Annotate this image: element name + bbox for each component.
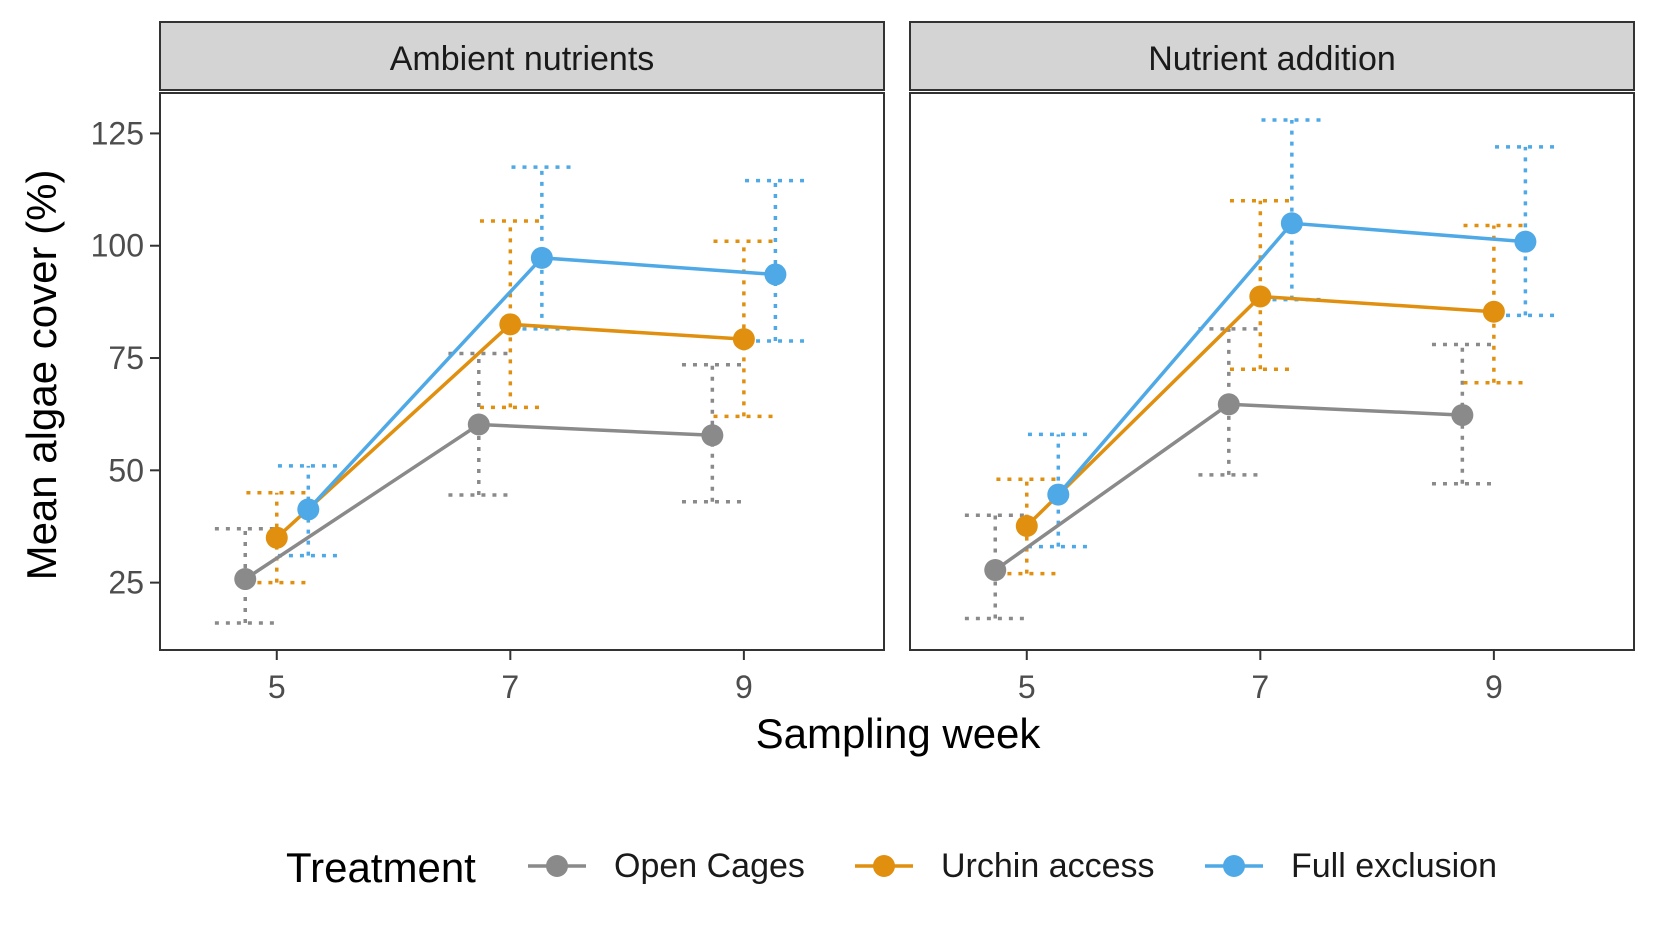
data-point (1451, 404, 1474, 427)
legend-entry-open-cages: Open Cages (528, 847, 805, 885)
x-tick-label: 7 (501, 669, 519, 705)
legend-label: Full exclusion (1291, 847, 1497, 885)
data-point (297, 498, 320, 521)
panel-border (909, 92, 1635, 651)
x-tick-label: 5 (1018, 669, 1036, 705)
x-axis-title: Sampling week (756, 710, 1042, 757)
error-bar (448, 351, 510, 497)
legend-label: Open Cages (614, 847, 805, 885)
legend-label: Urchin access (941, 847, 1155, 885)
legend: Treatment Open Cages Urchin access Full ex… (286, 844, 1497, 891)
legend-key-point (873, 855, 895, 877)
data-point (984, 559, 1007, 582)
y-axis-title: Mean algae cover (%) (18, 170, 65, 581)
legend-key-point (1223, 855, 1245, 877)
data-point (1514, 230, 1537, 253)
x-tick-label: 9 (1485, 669, 1503, 705)
data-point (732, 328, 755, 351)
panel-2: Nutrient addition 5 7 9 (909, 21, 1635, 705)
data-point (530, 246, 553, 269)
error-bar (479, 219, 541, 410)
data-point (234, 568, 257, 591)
panel-strip (909, 21, 1635, 91)
y-tick-label: 25 (108, 565, 144, 601)
data-point (1047, 483, 1070, 506)
legend-entry-full-exclusion: Full exclusion (1205, 847, 1497, 885)
x-tick-label: 5 (268, 669, 286, 705)
legend-entry-urchin-access: Urchin access (855, 847, 1155, 885)
x-tick-label: 9 (735, 669, 753, 705)
y-tick-label: 100 (91, 228, 144, 264)
legend-title: Treatment (286, 844, 476, 891)
y-tick-label: 50 (108, 452, 144, 488)
panel-strip-label: Nutrient addition (1148, 40, 1396, 78)
data-point (1482, 300, 1505, 323)
error-bar (1198, 327, 1260, 477)
panel-strip (159, 21, 885, 91)
data-point (499, 313, 522, 336)
x-tick-label: 7 (1251, 669, 1269, 705)
error-bar (1261, 118, 1323, 302)
data-point (764, 263, 787, 286)
y-tick-label: 125 (91, 115, 144, 151)
panel-1: Ambient nutrients 5 7 9 25 50 75 100 125 (91, 21, 885, 705)
legend-key-point (546, 855, 568, 877)
panel-border (159, 92, 885, 651)
data-point (1280, 212, 1303, 235)
data-point (467, 413, 490, 436)
data-point (1015, 515, 1038, 538)
data-point (701, 424, 724, 447)
data-point (265, 526, 288, 549)
data-point (1249, 285, 1272, 308)
error-bar (745, 178, 806, 343)
error-bar (713, 239, 775, 419)
data-point (1217, 393, 1240, 416)
panel-strip-label: Ambient nutrients (390, 40, 655, 78)
y-tick-label: 75 (108, 340, 144, 376)
